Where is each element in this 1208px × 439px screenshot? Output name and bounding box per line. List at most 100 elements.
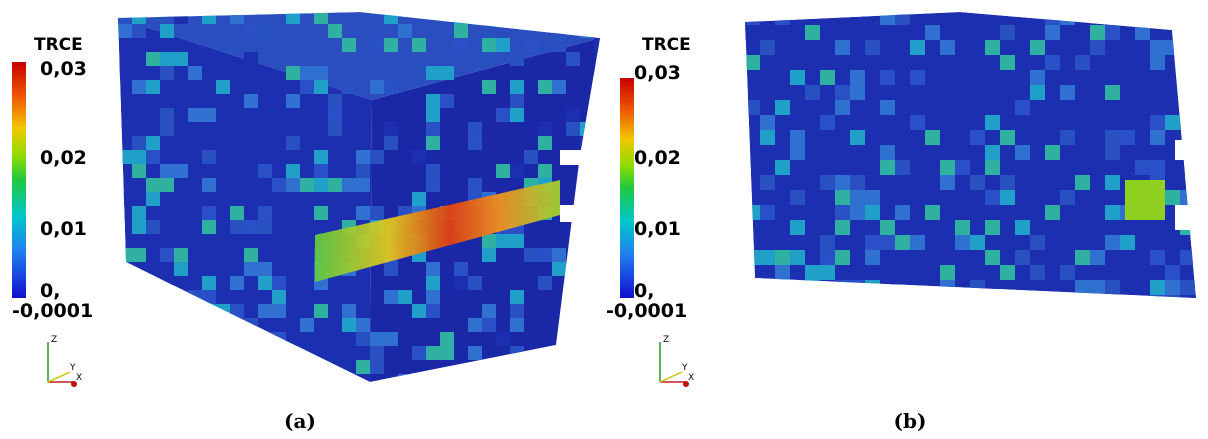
voxel <box>1030 40 1045 55</box>
axis-label: X <box>688 373 694 383</box>
voxel <box>426 290 440 304</box>
voxel <box>118 360 132 374</box>
voxel <box>985 145 1000 160</box>
voxel <box>230 12 244 24</box>
voxel <box>745 25 760 40</box>
voxel <box>970 130 985 145</box>
voxel <box>880 12 895 25</box>
voxel <box>412 192 426 206</box>
voxel <box>384 80 398 94</box>
voxel <box>496 332 510 346</box>
voxel <box>328 206 342 220</box>
render-b <box>745 12 1196 298</box>
voxel <box>188 108 202 122</box>
voxel <box>1060 190 1075 205</box>
voxel <box>258 150 272 164</box>
voxel <box>1180 280 1195 295</box>
voxel <box>356 360 370 374</box>
voxel <box>132 150 146 164</box>
voxel <box>454 24 468 38</box>
voxel <box>286 136 300 150</box>
colorbar-tick-label: -0,0001 <box>12 300 93 322</box>
voxel <box>850 175 865 190</box>
voxel <box>955 160 970 175</box>
voxel <box>160 122 174 136</box>
caption: (a) <box>284 409 316 433</box>
voxel <box>160 52 174 66</box>
voxel <box>300 80 314 94</box>
voxel <box>1195 40 1196 55</box>
voxel <box>880 205 895 220</box>
voxel <box>538 164 552 178</box>
voxel <box>940 160 955 175</box>
voxel <box>426 24 440 38</box>
voxel <box>1195 100 1196 115</box>
voxel <box>468 374 482 382</box>
voxel <box>468 178 482 192</box>
voxel <box>594 220 600 234</box>
voxel <box>370 38 384 52</box>
voxel <box>342 80 356 94</box>
voxel <box>454 262 468 276</box>
colorbar-tick-label: 0, <box>634 280 654 302</box>
voxel <box>230 164 244 178</box>
voxel <box>132 24 146 38</box>
voxel <box>1000 25 1015 40</box>
voxel <box>805 295 820 298</box>
voxel <box>895 235 910 250</box>
voxel <box>775 12 790 25</box>
voxel <box>820 175 835 190</box>
voxel <box>230 206 244 220</box>
voxel <box>895 12 910 25</box>
voxel <box>132 12 146 24</box>
voxel <box>552 346 566 360</box>
voxel <box>496 108 510 122</box>
hot-band <box>315 180 560 282</box>
voxel <box>1180 160 1195 175</box>
voxel <box>760 205 775 220</box>
voxel <box>1105 100 1120 115</box>
voxel <box>1090 190 1105 205</box>
voxel <box>1105 280 1120 295</box>
voxel <box>880 220 895 235</box>
voxel <box>940 205 955 220</box>
voxel <box>1135 25 1150 40</box>
voxel <box>775 205 790 220</box>
voxel <box>160 66 174 80</box>
voxel <box>880 235 895 250</box>
voxel <box>566 346 580 360</box>
voxel <box>412 150 426 164</box>
voxel <box>940 175 955 190</box>
voxel <box>118 374 132 382</box>
voxel <box>412 66 426 80</box>
voxel <box>1105 175 1120 190</box>
colorbar <box>620 78 634 298</box>
voxel <box>244 220 258 234</box>
voxel <box>745 295 760 298</box>
voxel <box>524 38 538 52</box>
voxel <box>272 332 286 346</box>
voxel <box>1000 175 1015 190</box>
voxel <box>356 164 370 178</box>
voxel <box>1090 250 1105 265</box>
voxel <box>328 122 342 136</box>
voxel <box>1090 25 1105 40</box>
voxel <box>314 150 328 164</box>
voxel <box>940 280 955 295</box>
voxel <box>328 94 342 108</box>
voxel <box>286 164 300 178</box>
voxel <box>552 374 566 382</box>
voxel <box>865 235 880 250</box>
voxel <box>202 12 216 24</box>
voxel <box>1000 265 1015 280</box>
voxel <box>244 94 258 108</box>
voxel <box>880 100 895 115</box>
voxel <box>314 80 328 94</box>
voxel <box>426 178 440 192</box>
voxel <box>1045 145 1060 160</box>
voxel <box>482 318 496 332</box>
voxel <box>412 304 426 318</box>
voxel <box>790 130 805 145</box>
colorbar-tick-label: 0,02 <box>634 147 681 169</box>
voxel <box>314 304 328 318</box>
